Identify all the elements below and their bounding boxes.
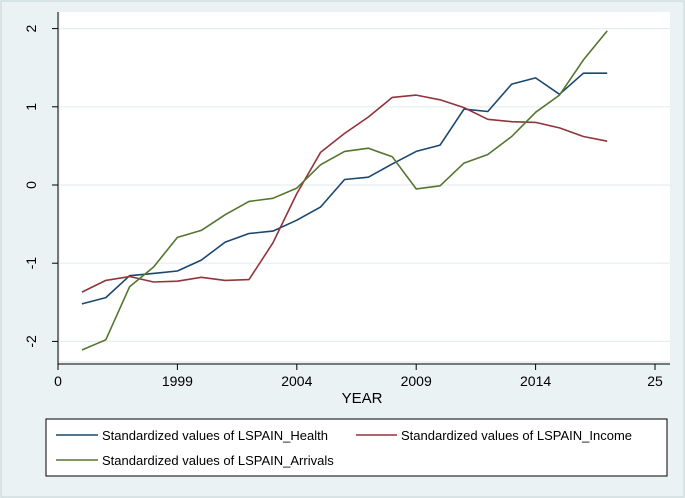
legend: Standardized values of LSPAIN_Health Stan… xyxy=(56,428,632,468)
y-tick-label: 0 xyxy=(23,181,39,189)
x-tick-label: 25 xyxy=(647,373,663,389)
y-tick-label: -2 xyxy=(23,335,39,348)
x-tick-label: 0 xyxy=(54,373,62,389)
x-axis-ticks: 0 1999 2004 2009 2014 25 xyxy=(54,364,663,389)
legend-label: Standardized values of LSPAIN_Health xyxy=(102,428,328,443)
series-line-2 xyxy=(81,94,608,293)
x-axis-title: YEAR xyxy=(342,390,383,407)
gridlines xyxy=(60,28,670,342)
series-lines xyxy=(81,30,608,351)
legend-entry-1: Standardized values of LSPAIN_Health xyxy=(56,428,328,443)
legend-entry-3: Standardized values of LSPAIN_Arrivals xyxy=(56,453,334,468)
y-axis-ticks: -2 -1 0 1 2 xyxy=(23,24,58,348)
x-tick-label: 1999 xyxy=(162,373,193,389)
x-tick-label: 2009 xyxy=(401,373,432,389)
plot-region xyxy=(60,12,670,361)
series-line-3 xyxy=(81,30,608,351)
legend-label: Standardized values of LSPAIN_Income xyxy=(401,428,632,443)
series-line-1 xyxy=(81,72,608,305)
y-tick-label: 1 xyxy=(23,103,39,111)
y-tick-label: -1 xyxy=(23,257,39,270)
legend-label: Standardized values of LSPAIN_Arrivals xyxy=(102,453,334,468)
x-tick-label: 2004 xyxy=(281,373,312,389)
y-tick-label: 2 xyxy=(23,24,39,32)
legend-entry-2: Standardized values of LSPAIN_Income xyxy=(356,428,632,443)
legend-box xyxy=(45,418,668,477)
x-tick-label: 2014 xyxy=(520,373,551,389)
